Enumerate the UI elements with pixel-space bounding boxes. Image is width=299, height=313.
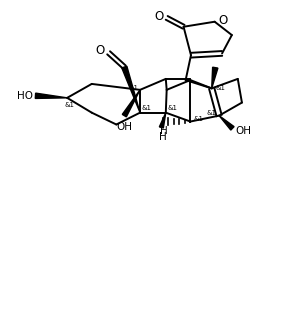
Text: H: H: [161, 126, 168, 136]
Polygon shape: [35, 93, 67, 98]
Text: OH: OH: [235, 126, 251, 136]
Text: OH: OH: [116, 121, 132, 131]
Text: O: O: [218, 14, 228, 27]
Text: &1: &1: [207, 110, 217, 116]
Text: &1: &1: [65, 102, 75, 108]
Polygon shape: [219, 115, 234, 130]
Text: &1: &1: [141, 105, 152, 111]
Text: HO: HO: [17, 91, 33, 101]
Polygon shape: [159, 113, 166, 128]
Polygon shape: [212, 67, 218, 88]
Polygon shape: [122, 90, 140, 117]
Text: O: O: [155, 10, 164, 23]
Text: &1: &1: [128, 85, 138, 91]
Text: &1: &1: [167, 105, 177, 111]
Text: O: O: [96, 44, 105, 57]
Polygon shape: [122, 66, 140, 113]
Text: &1: &1: [193, 115, 203, 121]
Text: &1: &1: [215, 85, 225, 91]
Text: H: H: [159, 132, 167, 142]
